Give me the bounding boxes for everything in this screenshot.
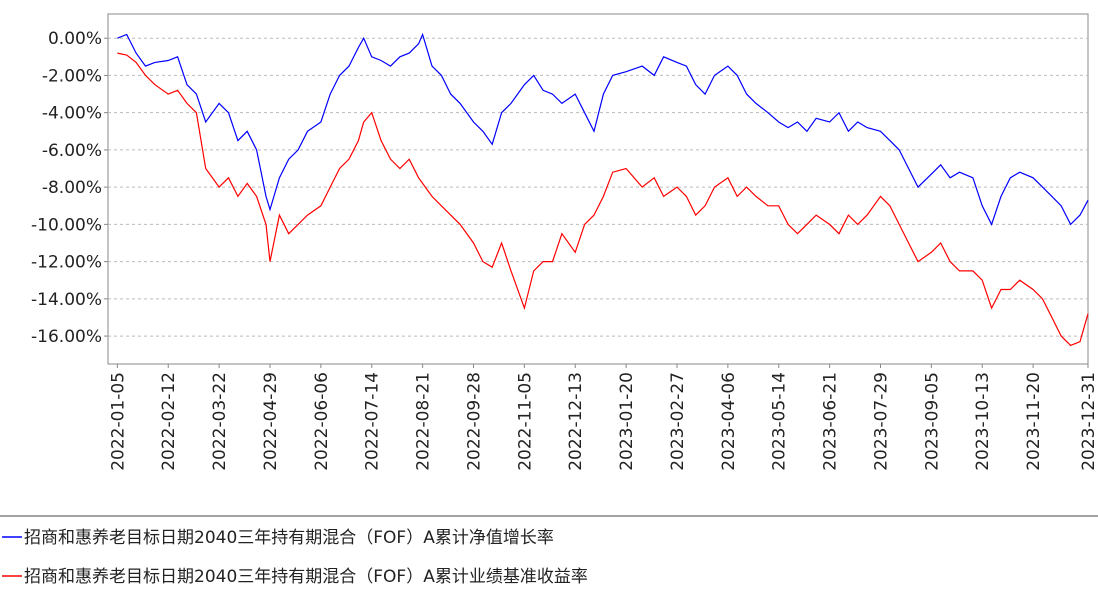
y-tick-label: -14.00%	[31, 290, 102, 310]
x-tick-label: 2023-07-29	[871, 372, 891, 471]
x-tick-label: 2022-12-13	[566, 372, 586, 471]
y-tick-label: -10.00%	[31, 215, 102, 235]
plot-area	[107, 13, 1089, 365]
y-tick-label: -4.00%	[42, 104, 102, 124]
x-tick-label: 2022-07-14	[363, 372, 383, 471]
x-tick-label: 2023-10-13	[973, 372, 993, 471]
y-tick-label: 0.00%	[48, 29, 102, 49]
y-tick-label: -6.00%	[42, 141, 102, 161]
x-tick-label: 2023-09-05	[922, 372, 942, 471]
x-tick-label: 2022-02-12	[159, 372, 179, 471]
y-tick-label: -12.00%	[31, 253, 102, 273]
y-tick-label: -2.00%	[42, 66, 102, 86]
x-tick-label: 2023-11-20	[1024, 372, 1044, 471]
y-tick-label: -8.00%	[42, 178, 102, 198]
x-tick-label: 2023-12-31	[1079, 372, 1098, 471]
x-tick-label: 2022-08-21	[414, 372, 434, 471]
x-tick-label: 2022-03-22	[210, 372, 230, 471]
legend-label: 招商和惠养老目标日期2040三年持有期混合（FOF）A累计业绩基准收益率	[24, 567, 588, 587]
x-tick-label: 2023-06-21	[821, 372, 841, 471]
series-line	[117, 52, 1089, 347]
series-line	[117, 32, 1089, 226]
x-tick-label: 2022-04-29	[261, 372, 281, 471]
x-tick-label: 2022-01-05	[108, 372, 128, 471]
y-tick-label: -16.00%	[31, 327, 102, 347]
x-tick-label: 2023-04-06	[719, 372, 739, 471]
x-tick-label: 2023-01-20	[617, 372, 637, 471]
x-tick-label: 2022-11-05	[515, 372, 535, 471]
x-tick-label: 2022-06-06	[312, 372, 332, 471]
legend-label: 招商和惠养老目标日期2040三年持有期混合（FOF）A累计净值增长率	[24, 528, 554, 548]
x-tick-label: 2023-05-14	[770, 372, 790, 471]
x-tick-label: 2022-09-28	[464, 372, 484, 471]
x-tick-label: 2023-02-27	[668, 372, 688, 471]
